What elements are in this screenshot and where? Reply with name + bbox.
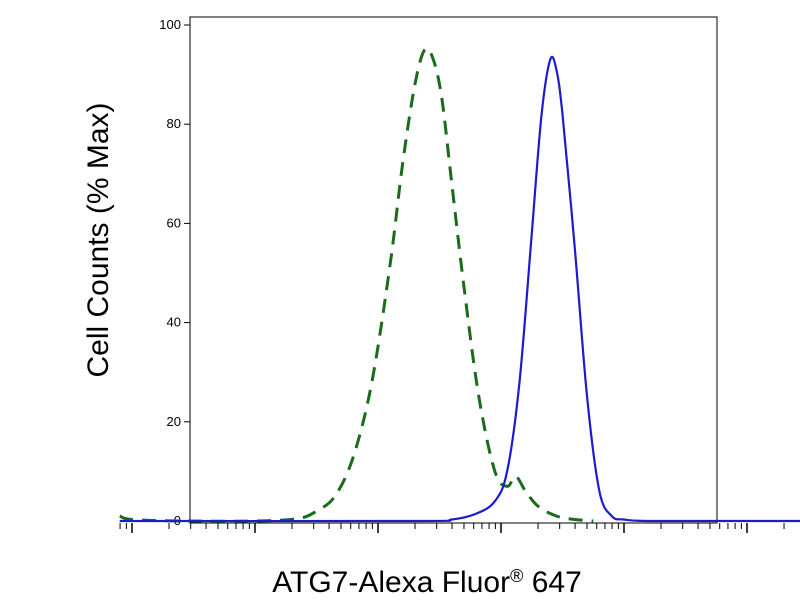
dashed-histogram-line bbox=[119, 46, 594, 523]
y-tick-label: 80 bbox=[167, 116, 181, 131]
x-axis-label-suffix: 647 bbox=[523, 566, 581, 599]
solid-histogram-line bbox=[119, 55, 800, 523]
x-axis bbox=[119, 523, 785, 533]
series-layer bbox=[119, 46, 800, 523]
y-tick-label: 100 bbox=[159, 17, 181, 32]
x-axis-label-registered-mark: ® bbox=[510, 566, 523, 586]
y-tick-label: 60 bbox=[167, 215, 181, 230]
x-axis-label: ATG7-Alexa Fluor® 647 bbox=[272, 566, 582, 599]
y-axis-label: Cell Counts (% Max) bbox=[82, 102, 115, 377]
plot-area bbox=[189, 16, 718, 524]
x-axis-label-main: ATG7-Alexa Fluor bbox=[272, 566, 510, 599]
y-tick-label: 40 bbox=[167, 315, 181, 330]
y-tick-label: 20 bbox=[167, 414, 181, 429]
